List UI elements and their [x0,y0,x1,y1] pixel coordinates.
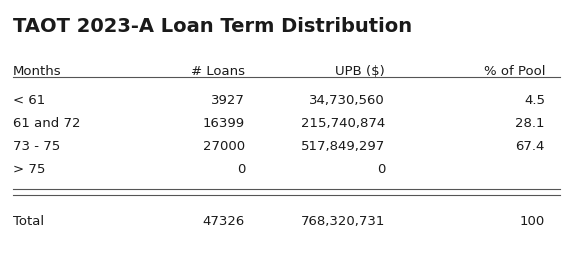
Text: 0: 0 [237,163,245,176]
Text: 517,849,297: 517,849,297 [301,140,385,153]
Text: 61 and 72: 61 and 72 [13,117,80,130]
Text: # Loans: # Loans [191,65,245,78]
Text: 768,320,731: 768,320,731 [300,215,385,228]
Text: UPB ($): UPB ($) [335,65,385,78]
Text: < 61: < 61 [13,94,45,107]
Text: 34,730,560: 34,730,560 [310,94,385,107]
Text: TAOT 2023-A Loan Term Distribution: TAOT 2023-A Loan Term Distribution [13,17,412,36]
Text: Total: Total [13,215,44,228]
Text: 16399: 16399 [203,117,245,130]
Text: 215,740,874: 215,740,874 [301,117,385,130]
Text: 28.1: 28.1 [515,117,545,130]
Text: 0: 0 [377,163,385,176]
Text: 100: 100 [520,215,545,228]
Text: % of Pool: % of Pool [483,65,545,78]
Text: 73 - 75: 73 - 75 [13,140,60,153]
Text: 4.5: 4.5 [524,94,545,107]
Text: 67.4: 67.4 [516,140,545,153]
Text: 3927: 3927 [211,94,245,107]
Text: 47326: 47326 [203,215,245,228]
Text: Months: Months [13,65,62,78]
Text: > 75: > 75 [13,163,46,176]
Text: 27000: 27000 [203,140,245,153]
